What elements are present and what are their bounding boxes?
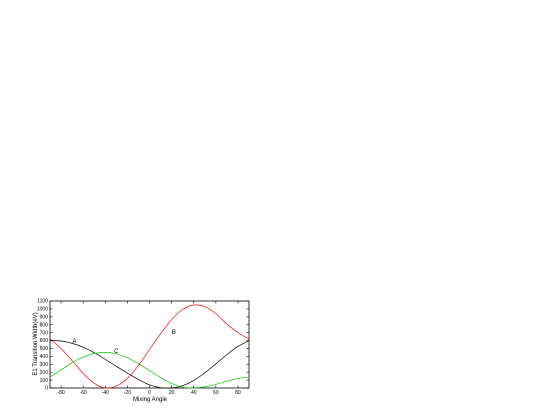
x-tick-label: 80: [235, 390, 241, 396]
x-axis-title: Mixing Angle: [133, 397, 168, 403]
plot-border: [49, 300, 250, 389]
y-tick-label: 800: [40, 322, 49, 328]
series-labels: A B C: [72, 330, 176, 355]
series-line-a: [49, 340, 250, 389]
y-tick-label: 600: [40, 338, 49, 344]
y-tick-label: 700: [40, 330, 49, 336]
x-tick-label: 20: [169, 390, 175, 396]
x-tick-label: 60: [213, 390, 219, 396]
y-tick-label: 0: [45, 386, 48, 392]
series-label-c: C: [114, 349, 119, 355]
x-tick-labels: -80 -60 -40 -20 0 20 40 60 80: [57, 390, 241, 396]
y-tick-label: 1000: [37, 307, 48, 313]
series-line-b: [49, 304, 250, 389]
x-tick-label: -80: [57, 390, 64, 396]
x-tick-label: -60: [80, 390, 87, 396]
y-tick-label: 500: [40, 346, 49, 352]
y-tick-label: 300: [40, 362, 49, 368]
series-line-c: [49, 352, 250, 389]
x-tick-label: 0: [148, 390, 151, 396]
y-tick-label: 1100: [37, 299, 48, 305]
series-lines: [49, 304, 250, 389]
axis-ticks: [50, 300, 249, 389]
y-tick-label: 900: [40, 315, 49, 321]
x-tick-label: -20: [124, 390, 131, 396]
x-tick-label: -40: [102, 390, 109, 396]
plot-frame: [49, 300, 250, 389]
series-label-b: B: [172, 330, 176, 336]
y-axis-title: E1 Transition Width(eV): [33, 312, 39, 375]
y-tick-label: 200: [40, 370, 49, 376]
y-tick-label: 400: [40, 354, 49, 360]
series-label-a: A: [72, 339, 76, 345]
x-tick-label: 40: [191, 390, 197, 396]
y-tick-label: 100: [40, 378, 49, 384]
